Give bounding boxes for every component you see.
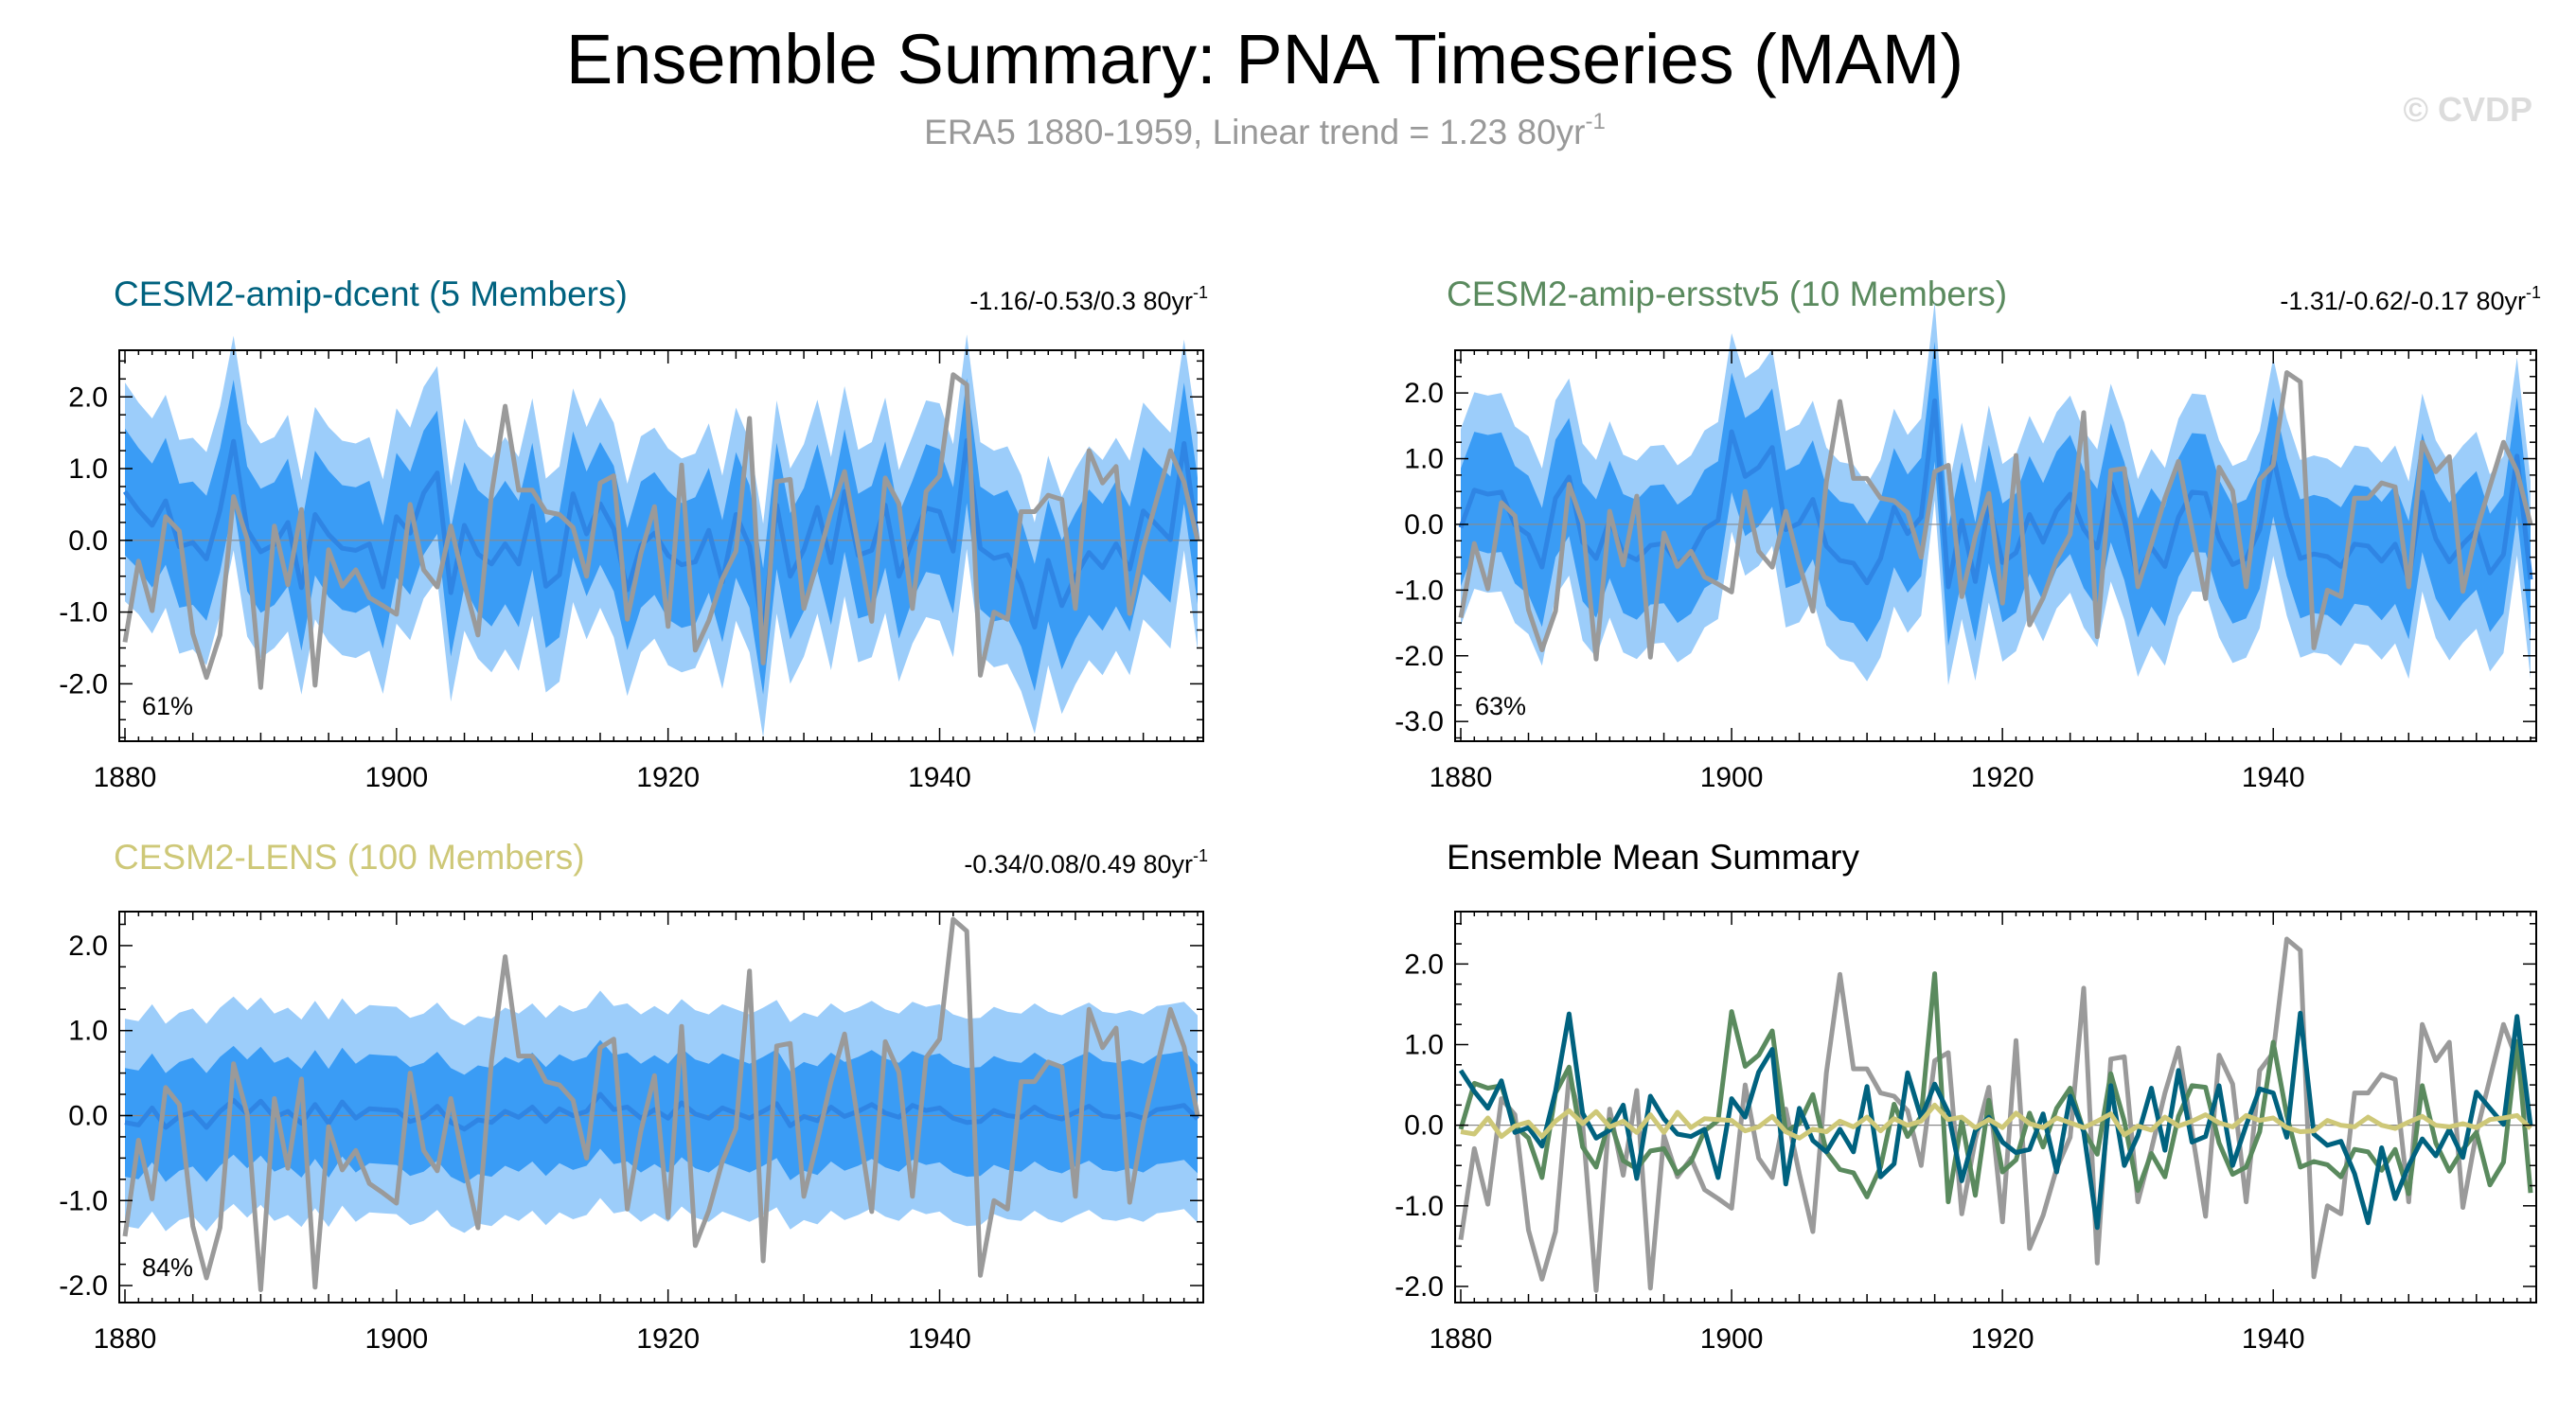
panel-title-lens: CESM2-LENS (100 Members)	[114, 838, 585, 877]
plot-area-ersstv5: 2.0 1.0 0.0 -1.0 -2.0 -3.0 1880 1900 1920 1940	[1395, 302, 2537, 793]
panel-dcent: CESM2-amip-dcent (5 Members) -1.16/-0.53…	[59, 275, 1208, 793]
y-tick-label-lens: 2.0	[68, 931, 108, 962]
x-tick-label-ersstv5: 1900	[1700, 762, 1764, 793]
x-tick-label-lens: 1940	[908, 1323, 971, 1355]
y-tick-label-ersstv5: -3.0	[1395, 706, 1444, 737]
x-tick-label-lens: 1900	[364, 1323, 428, 1355]
obs-line-ersstv5	[1458, 370, 2533, 662]
plot-frame-lens	[118, 911, 1204, 1303]
y-tick-label-lens: 0.0	[68, 1100, 108, 1131]
series-line-cesm2-amip-dcent	[1458, 1010, 2533, 1231]
y-tick-label-lens: -1.0	[59, 1185, 108, 1216]
x-tick-label-summary: 1880	[1430, 1323, 1493, 1355]
figure-subtitle-text: ERA5 1880-1959, Linear trend = 1.23 80yr	[924, 113, 1585, 151]
y-tick-label-dcent: 0.0	[68, 525, 108, 557]
plot-frame-dcent	[118, 349, 1204, 742]
percent-label-lens: 84%	[142, 1253, 193, 1282]
figure-subtitle: ERA5 1880-1959, Linear trend = 1.23 80yr…	[924, 109, 1606, 151]
trend-sup-ersstv5: -1	[2526, 283, 2541, 302]
y-tick-label-lens: -2.0	[59, 1270, 108, 1302]
y-tick-label-ersstv5: 0.0	[1404, 509, 1444, 541]
x-tick-label-dcent: 1900	[364, 762, 428, 793]
trend-label-lens: -0.34/0.08/0.49 80yr-1	[964, 846, 1208, 878]
trend-sup-dcent: -1	[1193, 283, 1208, 302]
trend-sup-lens: -1	[1193, 846, 1208, 865]
percent-label-dcent: 61%	[142, 692, 193, 720]
y-tick-label-summary: 1.0	[1404, 1030, 1444, 1061]
y-tick-label-ersstv5: -2.0	[1395, 641, 1444, 672]
panel-title-dcent: CESM2-amip-dcent (5 Members)	[114, 275, 628, 313]
x-tick-label-dcent: 1940	[908, 762, 971, 793]
x-tick-label-ersstv5: 1920	[1971, 762, 2034, 793]
trend-text-lens: -0.34/0.08/0.49 80yr	[964, 850, 1193, 878]
spread-band-inner-ersstv5	[1461, 342, 2531, 647]
obs-line-dcent	[122, 372, 1200, 690]
plot-area-dcent: 2.0 1.0 0.0 -1.0 -2.0 1880 1900 1920 1940	[59, 334, 1204, 793]
x-tick-label-lens: 1880	[94, 1323, 157, 1355]
plot-frame-ersstv5	[1454, 349, 2537, 742]
x-tick-label-summary: 1900	[1700, 1323, 1764, 1355]
y-tick-label-ersstv5: 1.0	[1404, 444, 1444, 475]
trend-text-dcent: -1.16/-0.53/0.3 80yr	[969, 287, 1193, 315]
panel-title-ersstv5: CESM2-amip-ersstv5 (10 Members)	[1447, 275, 2007, 313]
x-tick-label-summary: 1920	[1971, 1323, 2034, 1355]
y-tick-label-summary: -1.0	[1395, 1191, 1444, 1222]
percent-label-ersstv5: 63%	[1475, 692, 1526, 720]
plot-area-lens: 2.0 1.0 0.0 -1.0 -2.0 1880 1900 1920 1940	[59, 911, 1204, 1355]
y-tick-label-dcent: -1.0	[59, 597, 108, 629]
series-line-era5	[1458, 936, 2533, 1293]
ensemble-mean-line-dcent	[122, 438, 1200, 634]
y-tick-label-ersstv5: -1.0	[1395, 575, 1444, 606]
panel-ersstv5: CESM2-amip-ersstv5 (10 Members) -1.31/-0…	[1395, 275, 2541, 793]
trend-label-ersstv5: -1.31/-0.62/-0.17 80yr-1	[2280, 283, 2541, 315]
spread-band-inner-dcent	[125, 378, 1198, 695]
series-line-cesm2-lens	[1460, 1102, 2532, 1141]
x-tick-label-lens: 1920	[636, 1323, 700, 1355]
x-tick-label-ersstv5: 1940	[2242, 762, 2305, 793]
obs-line-lens	[122, 916, 1200, 1292]
figure-subtitle-sup: -1	[1586, 109, 1606, 134]
x-tick-label-summary: 1940	[2242, 1323, 2305, 1355]
figure-title: Ensemble Summary: PNA Timeseries (MAM)	[566, 20, 1963, 98]
trend-text-ersstv5: -1.31/-0.62/-0.17 80yr	[2280, 287, 2526, 315]
y-tick-label-dcent: -2.0	[59, 668, 108, 700]
y-tick-label-ersstv5: 2.0	[1404, 378, 1444, 409]
y-tick-label-dcent: 2.0	[68, 381, 108, 413]
x-tick-label-dcent: 1880	[94, 762, 157, 793]
y-tick-label-summary: 0.0	[1404, 1110, 1444, 1142]
plot-frame-summary	[1454, 911, 2537, 1303]
y-tick-label-dcent: 1.0	[68, 453, 108, 485]
y-tick-label-summary: -2.0	[1395, 1271, 1444, 1303]
panel-summary: Ensemble Mean Summary 2.0 1.0 0.0 -1.0 -2.0 1…	[1395, 838, 2537, 1355]
x-tick-label-dcent: 1920	[636, 762, 700, 793]
copyright-text: © CVDP	[2403, 90, 2532, 129]
panel-lens: CESM2-LENS (100 Members) -0.34/0.08/0.49…	[59, 838, 1208, 1355]
trend-label-dcent: -1.16/-0.53/0.3 80yr-1	[969, 283, 1208, 315]
x-tick-label-ersstv5: 1880	[1430, 762, 1493, 793]
y-tick-label-lens: 1.0	[68, 1016, 108, 1047]
y-tick-label-summary: 2.0	[1404, 949, 1444, 980]
plot-area-summary: 2.0 1.0 0.0 -1.0 -2.0 1880 1900 1920 1940	[1395, 911, 2537, 1355]
panel-title-summary: Ensemble Mean Summary	[1447, 838, 1859, 877]
